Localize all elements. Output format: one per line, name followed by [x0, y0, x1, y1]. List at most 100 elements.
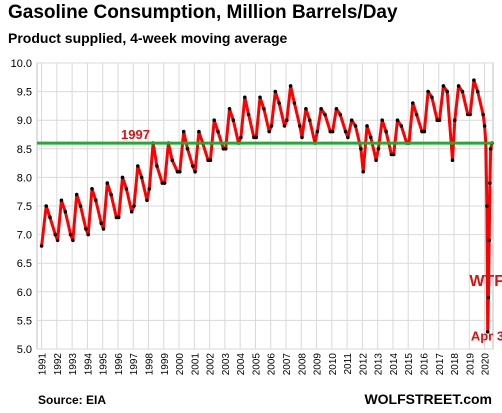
data-point [468, 112, 472, 117]
x-tick-label: 2018 [450, 353, 461, 376]
y-tick-label: 9.5 [17, 87, 32, 99]
y-tick-label: 5.0 [17, 344, 32, 356]
data-point [300, 135, 304, 140]
y-tick-label: 9.0 [17, 115, 32, 127]
x-tick-label: 1996 [114, 353, 125, 376]
x-tick-label: 2004 [236, 353, 247, 376]
x-tick-label: 1998 [145, 353, 156, 376]
data-point [380, 118, 385, 122]
x-tick-label: 1999 [160, 353, 171, 376]
data-point [197, 129, 201, 134]
data-point [86, 232, 90, 237]
x-tick-label: 1994 [83, 353, 94, 376]
data-point [258, 95, 262, 100]
data-point [78, 204, 83, 208]
data-point [323, 112, 327, 117]
data-point [285, 118, 289, 122]
data-point [147, 187, 152, 191]
data-point [48, 215, 52, 220]
x-tick-label: 2015 [404, 353, 415, 376]
x-tick-label: 2006 [267, 353, 278, 376]
data-point [346, 135, 350, 140]
data-point [343, 129, 348, 134]
data-point [178, 169, 182, 174]
data-point [485, 330, 490, 334]
data-point [422, 129, 427, 134]
data-point [481, 112, 485, 117]
data-point [39, 244, 44, 248]
data-point [472, 78, 476, 82]
data-point [399, 124, 404, 128]
data-point [365, 124, 369, 128]
annotation-label: 1997 [121, 127, 150, 142]
x-tick-label: 2007 [282, 353, 293, 376]
annotation-label: WTF [469, 273, 502, 290]
y-tick-label: 5.5 [17, 315, 32, 327]
data-point [430, 95, 434, 100]
data-point [101, 227, 106, 231]
data-point [227, 107, 232, 111]
x-axis-tick-labels: 1991 1992 1993 1994 1995 1996 1997 1998 1999 2000… [38, 353, 492, 376]
data-point [55, 238, 60, 243]
data-point [486, 295, 491, 300]
data-point [109, 192, 113, 197]
data-point [282, 124, 287, 128]
y-tick-label: 7.5 [17, 201, 32, 213]
data-point [298, 124, 302, 128]
data-point [94, 198, 98, 203]
x-tick-label: 1997 [129, 353, 140, 376]
x-tick-label: 2003 [221, 353, 232, 376]
data-point [84, 227, 88, 231]
x-tick-label: 2001 [190, 353, 201, 376]
data-point [90, 187, 94, 191]
data-point [124, 187, 129, 191]
data-point [361, 169, 366, 174]
data-point [246, 112, 251, 117]
data-point [132, 204, 136, 208]
data-point [139, 175, 144, 180]
data-point [441, 84, 446, 88]
data-point [53, 232, 58, 237]
series-layer [39, 78, 494, 334]
data-point [445, 89, 450, 94]
data-point [475, 89, 480, 94]
data-point [239, 135, 243, 140]
data-point [145, 198, 149, 203]
x-tick-label: 2002 [206, 353, 217, 376]
brand-note: WOLFSTREET.com [364, 391, 492, 407]
data-point [414, 112, 419, 117]
chart-title: Gasoline Consumption, Million Barrels/Da… [8, 2, 398, 23]
data-point [74, 192, 79, 197]
data-point [460, 89, 465, 94]
source-note: Source: EIA [38, 393, 107, 407]
data-point [487, 238, 492, 243]
data-point [105, 181, 110, 185]
data-point [191, 164, 195, 168]
data-point [426, 89, 430, 94]
data-point [243, 95, 247, 100]
data-point [136, 164, 140, 168]
data-point [99, 221, 103, 225]
data-point [391, 152, 396, 157]
x-tick-label: 2017 [435, 353, 446, 376]
x-tick-label: 2016 [419, 353, 430, 376]
data-point [411, 101, 415, 105]
data-point [437, 118, 442, 122]
data-point [129, 209, 134, 214]
data-point [334, 107, 339, 111]
x-tick-label: 1992 [53, 353, 64, 376]
data-point [63, 209, 68, 214]
data-point [277, 101, 281, 105]
x-tick-label: 2010 [328, 353, 339, 376]
data-point [216, 129, 220, 134]
data-point [359, 147, 363, 151]
chart-subtitle: Product supplied, 4-week moving average [8, 30, 288, 46]
x-tick-label: 1995 [99, 353, 110, 376]
x-tick-label: 1993 [68, 353, 79, 376]
x-tick-label: 2019 [465, 353, 476, 376]
x-tick-label: 2008 [297, 353, 308, 376]
data-point [68, 232, 73, 237]
data-point [485, 204, 489, 208]
data-point [120, 175, 125, 180]
y-tick-label: 6.0 [17, 287, 32, 299]
